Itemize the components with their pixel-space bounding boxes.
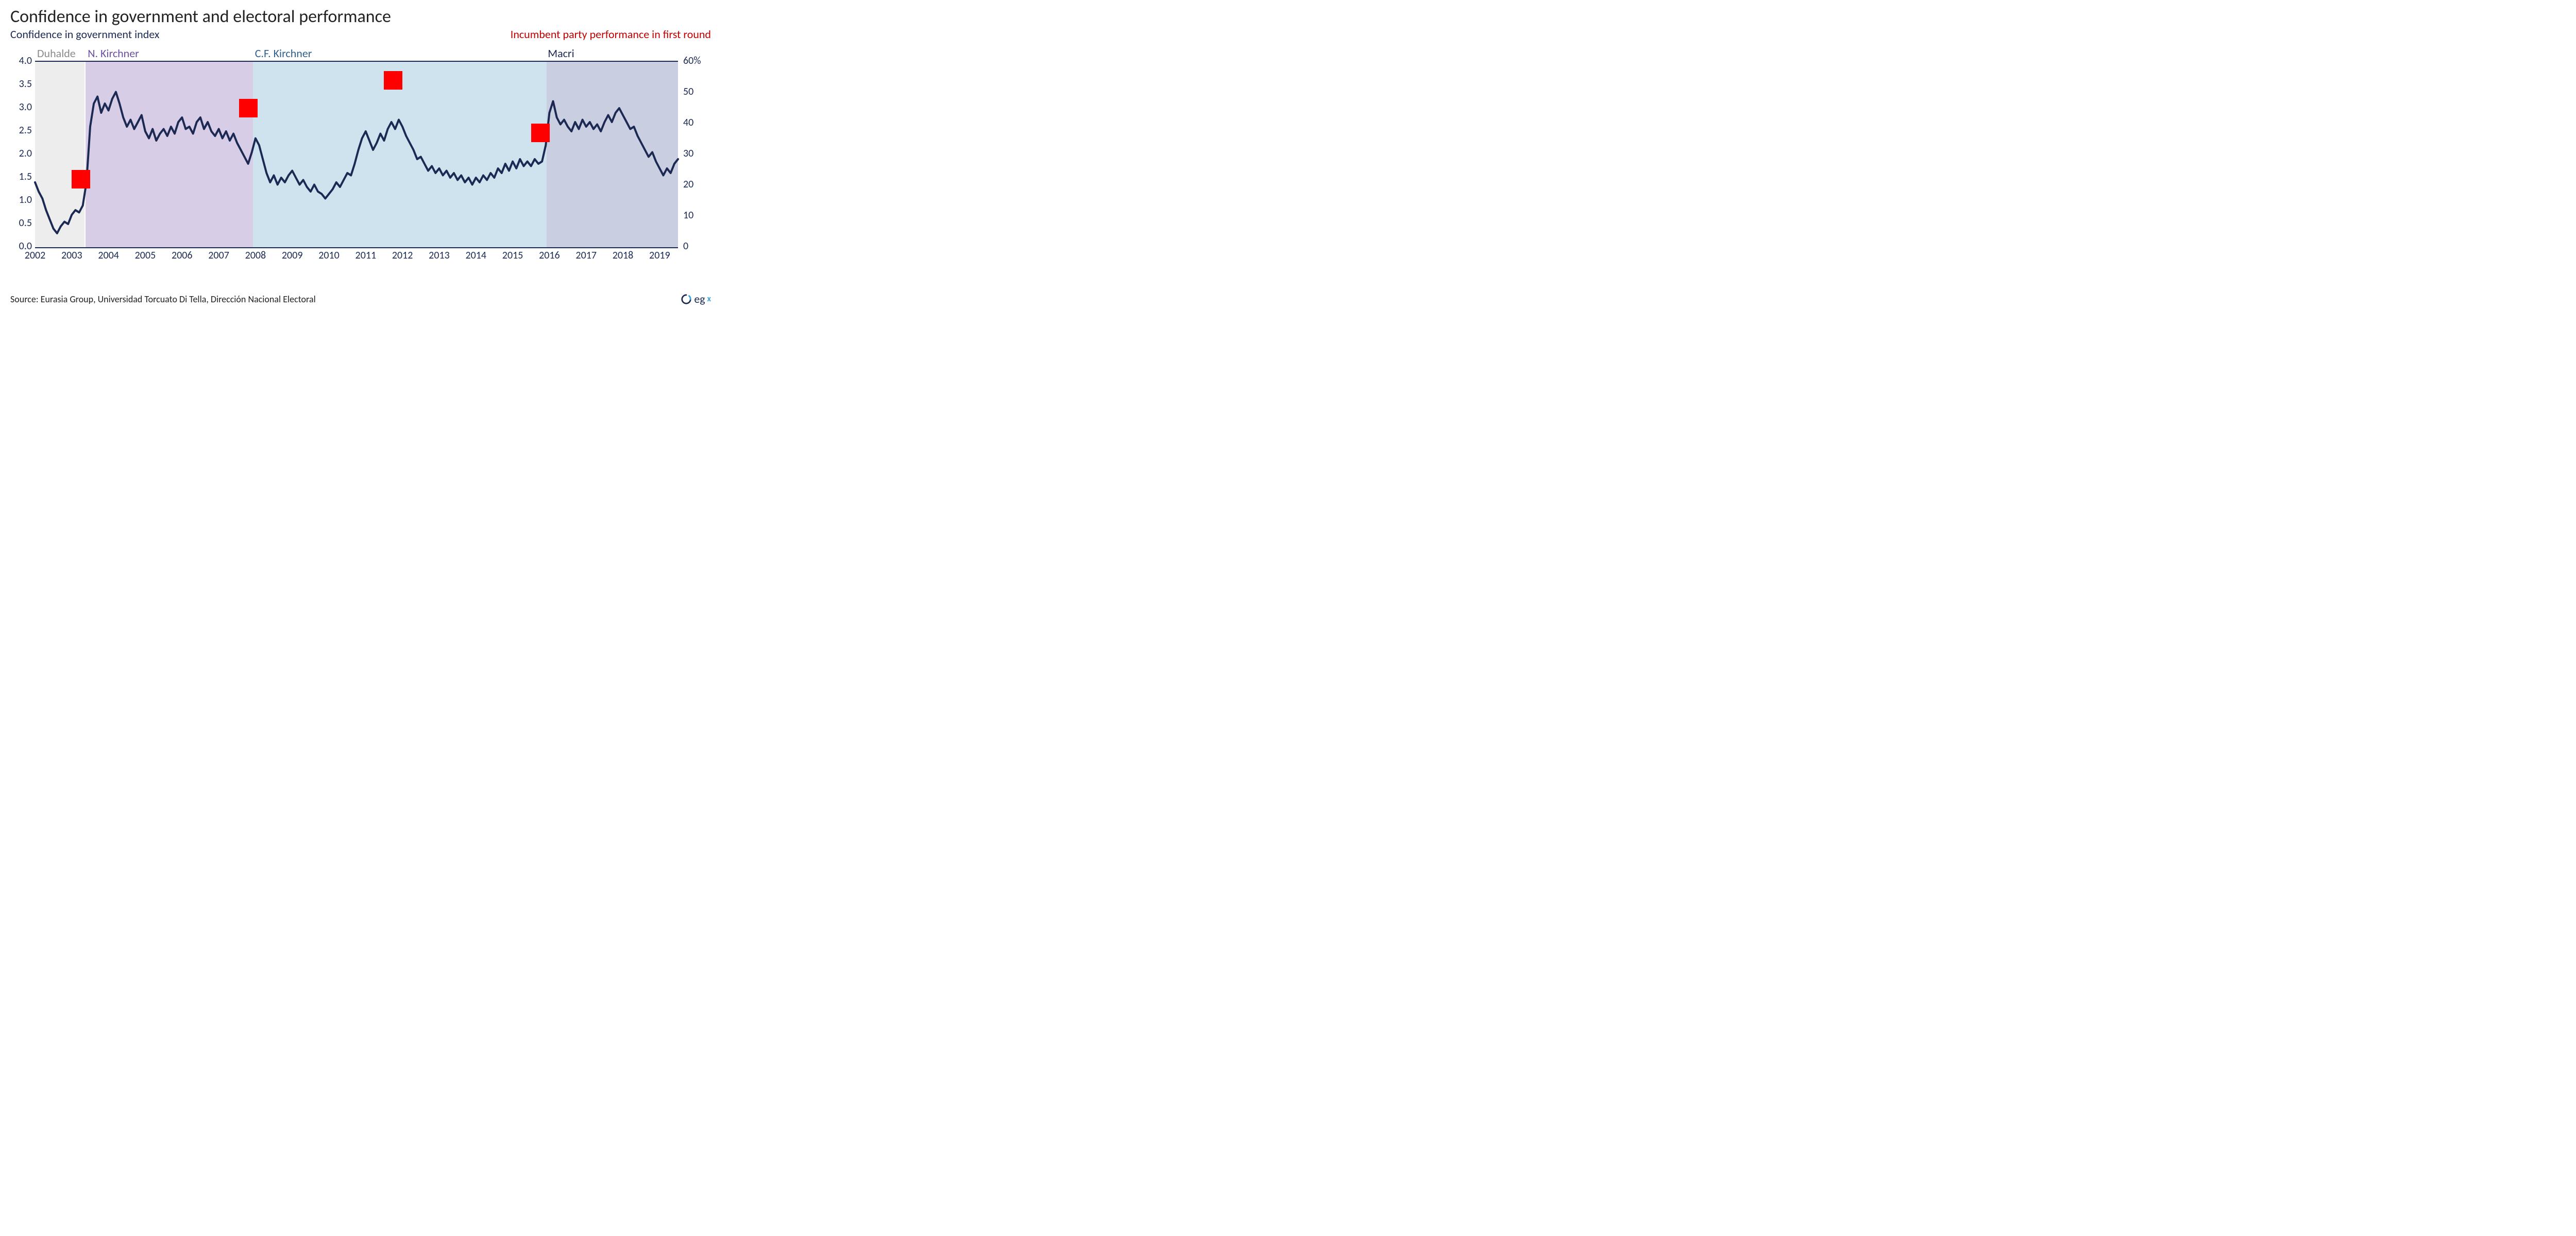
y-left-tick: 2.5 xyxy=(19,124,32,136)
x-tick: 2018 xyxy=(613,249,634,262)
subtitle-left: Confidence in government index xyxy=(10,27,159,41)
y-left-tick: 4.0 xyxy=(19,55,32,67)
x-tick: 2003 xyxy=(61,249,82,262)
logo-sup: x xyxy=(707,294,711,304)
subtitle-right: Incumbent party performance in first rou… xyxy=(511,27,711,41)
y-right-tick: 20 xyxy=(683,178,693,191)
plot-region: MacriC.F. KirchnerN. KirchnerDuhalde xyxy=(35,61,678,248)
chart-title: Confidence in government and electoral p… xyxy=(10,7,711,26)
confidence-line xyxy=(35,92,678,234)
x-tick: 2019 xyxy=(649,249,670,262)
logo-text: eg xyxy=(694,292,705,306)
x-tick: 2011 xyxy=(355,249,377,262)
y-left-tick: 3.5 xyxy=(19,78,32,90)
election-marker xyxy=(384,71,402,90)
logo-icon xyxy=(681,294,692,305)
election-marker xyxy=(531,124,550,142)
x-tick: 2007 xyxy=(208,249,229,262)
y-left-tick: 1.0 xyxy=(19,194,32,206)
election-marker xyxy=(239,99,258,117)
x-tick: 2013 xyxy=(429,249,450,262)
y-left-tick: 3.0 xyxy=(19,101,32,113)
period-label: C.F. Kirchner xyxy=(255,46,312,60)
x-tick: 2017 xyxy=(575,249,597,262)
period-label: Macri xyxy=(548,46,574,60)
period-label: N. Kirchner xyxy=(88,46,139,60)
x-tick: 2012 xyxy=(392,249,413,262)
y-right-tick: 0 xyxy=(683,240,688,252)
x-tick: 2002 xyxy=(25,249,46,262)
x-tick: 2006 xyxy=(172,249,193,262)
subtitle-row: Confidence in government index Incumbent… xyxy=(10,27,711,41)
chart-area: MacriC.F. KirchnerN. KirchnerDuhalde 0.0… xyxy=(10,44,711,271)
x-tick: 2009 xyxy=(282,249,303,262)
y-right-tick: 30 xyxy=(683,147,693,160)
x-tick: 2010 xyxy=(318,249,340,262)
y-right-tick: 60% xyxy=(683,55,701,67)
y-right-tick: 50 xyxy=(683,85,693,98)
chart-container: Confidence in government and electoral p… xyxy=(0,0,721,309)
x-tick: 2016 xyxy=(539,249,560,262)
x-tick: 2005 xyxy=(135,249,156,262)
x-tick: 2004 xyxy=(98,249,119,262)
period-label: Duhalde xyxy=(37,46,76,60)
y-left-tick: 2.0 xyxy=(19,147,32,160)
election-marker xyxy=(72,170,90,188)
y-right-tick: 40 xyxy=(683,116,693,129)
logo: egx xyxy=(681,292,711,306)
y-left-tick: 1.5 xyxy=(19,170,32,183)
line-series xyxy=(35,62,678,247)
y-right-tick: 10 xyxy=(683,209,693,221)
x-tick: 2015 xyxy=(502,249,523,262)
source-caption: Source: Eurasia Group, Universidad Torcu… xyxy=(10,294,316,305)
x-tick: 2014 xyxy=(465,249,486,262)
y-left-tick: 0.5 xyxy=(19,217,32,229)
x-tick: 2008 xyxy=(245,249,266,262)
